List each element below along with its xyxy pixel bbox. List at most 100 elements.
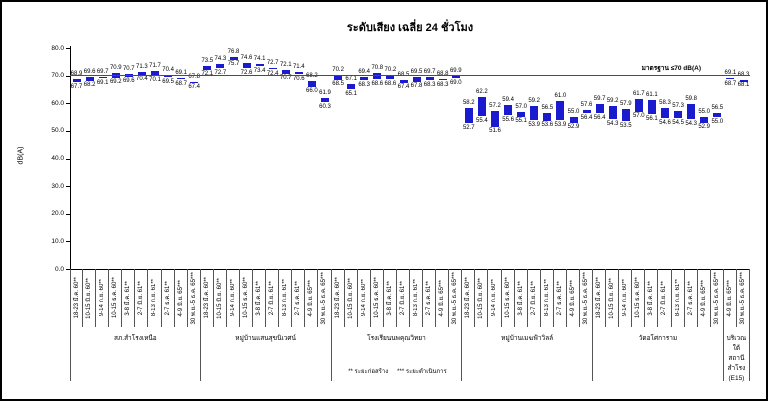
y-tick-label: 20.0 xyxy=(51,210,64,218)
date-tick-cell: 9-14 ก.ย. 60** xyxy=(96,269,110,327)
date-tick-cell: 4-9 มิ.ย. 65*** xyxy=(698,269,711,327)
date-tick-cell: 2-7 ธ.ค. 61** xyxy=(162,269,175,327)
date-tick-cell: 2-7 ธ.ค. 61** xyxy=(292,269,306,327)
date-tick-label: 18-23 มี.ค. 60** xyxy=(73,277,80,319)
date-tick-label: 9-14 ก.ย. 60** xyxy=(491,279,498,317)
date-tick-cell: 30 พ.ย.-5 ธ.ค. 65*** xyxy=(449,269,463,327)
max-value-label: 69.7 xyxy=(96,68,109,75)
min-value-label: 53.9 xyxy=(528,121,541,128)
max-value-label: 56.5 xyxy=(541,104,554,111)
min-value-label: 65.1 xyxy=(345,90,358,97)
date-tick-cell: 3-8 มี.ค. 61** xyxy=(253,269,267,327)
date-tick-label: 30 พ.ย.-5 ธ.ค. 65*** xyxy=(452,271,459,325)
max-value-label: 68.9 xyxy=(70,70,83,77)
max-value-label: 69.5 xyxy=(410,69,423,75)
standard-line xyxy=(70,74,750,77)
range-bar xyxy=(386,75,395,80)
range-bar xyxy=(281,69,290,74)
max-value-label: 57.2 xyxy=(489,103,501,109)
range-bar xyxy=(151,70,159,76)
date-tick-label: 8-13 ก.ย. 61** xyxy=(543,279,550,317)
range-bar xyxy=(190,81,199,83)
min-value-label: 68.3 xyxy=(423,81,436,88)
y-tick-label: 70.0 xyxy=(51,72,64,80)
date-tick-cell: 9-14 ก.ย. 60** xyxy=(619,269,633,327)
date-tick-label: 30 พ.ย.-5 ธ.ค. 65*** xyxy=(321,271,328,325)
min-value-label: 68.6 xyxy=(371,81,384,87)
y-tick-label: 30.0 xyxy=(51,182,64,190)
footnote: ** ระยะก่อสร้าง *** ระยะดำเนินการ xyxy=(332,366,463,376)
min-value-label: 54.3 xyxy=(685,120,698,127)
date-tick-label: 3-8 มี.ค. 61** xyxy=(125,280,132,316)
date-tick-label: 2-7 ธ.ค. 61** xyxy=(556,280,563,316)
y-tick-mark xyxy=(66,158,70,160)
min-value-label: 54.3 xyxy=(606,120,619,127)
min-value-label: 53.9 xyxy=(554,121,567,128)
max-value-label: 72.1 xyxy=(279,61,292,68)
group-label-line: บริเวณใต้ xyxy=(726,335,747,352)
min-value-label: 60.3 xyxy=(319,103,331,110)
range-bar xyxy=(582,109,591,114)
date-tick-cell: 9-14 ก.ย. 60** xyxy=(488,269,502,327)
range-bar xyxy=(438,78,447,81)
max-value-label: 69.7 xyxy=(423,68,436,75)
group-label-cell: สภ.สำโรงเหนือ xyxy=(70,327,201,381)
y-tick-mark xyxy=(66,213,70,215)
range-bar xyxy=(229,56,238,60)
date-tick-label: 2-7 มิ.ย. 61** xyxy=(269,280,276,316)
date-tick-label: 4-9 มิ.ย. 65*** xyxy=(439,279,446,317)
max-value-label: 71.7 xyxy=(149,62,161,69)
range-bar xyxy=(647,100,656,114)
range-bar xyxy=(85,76,94,81)
min-value-label: 70.6 xyxy=(292,75,305,82)
min-value-label: 69.0 xyxy=(449,79,462,86)
date-tick-label: 4-9 มิ.ย. 65*** xyxy=(177,279,184,317)
min-value-label: 55.1 xyxy=(515,118,528,125)
date-tick-label: 18-23 มี.ค. 60** xyxy=(596,277,603,319)
date-tick-cell: 30 พ.ย.-5 ธ.ค. 65*** xyxy=(737,269,750,327)
min-value-label: 69.1 xyxy=(96,79,109,86)
min-value-label: 68.7 xyxy=(175,80,188,87)
min-value-label: 69.2 xyxy=(109,79,122,86)
range-bar xyxy=(739,80,748,82)
date-tick-cell: 3-8 มี.ค. 61** xyxy=(515,269,528,327)
max-value-label: 61.1 xyxy=(646,92,658,99)
date-tick-cell: 8-13 ก.ย. 61** xyxy=(148,269,162,327)
date-tick-label: 3-8 มี.ค. 61** xyxy=(648,280,655,316)
range-bar xyxy=(556,100,565,121)
max-value-label: 73.5 xyxy=(201,58,214,64)
y-axis-line xyxy=(70,46,71,269)
range-bar xyxy=(477,97,486,116)
max-value-label: 72.7 xyxy=(266,60,279,67)
max-value-label: 69.1 xyxy=(175,70,188,77)
min-value-label: 67.7 xyxy=(70,83,83,90)
date-tick-cell: 18-23 มี.ค. 60** xyxy=(70,269,84,327)
footnote-construction: ** ระยะก่อสร้าง xyxy=(348,369,389,375)
min-value-label: 68.3 xyxy=(436,81,449,88)
min-value-label: 68.7 xyxy=(724,80,737,87)
date-tick-label: 10-15 ธ.ค. 60** xyxy=(112,277,119,319)
range-bar xyxy=(412,77,421,82)
max-value-label: 69.9 xyxy=(449,67,462,74)
range-bar xyxy=(634,98,643,112)
y-tick-mark xyxy=(66,48,70,49)
date-tick-cell: 30 พ.ย.-5 ธ.ค. 65*** xyxy=(318,269,332,327)
x-axis-line xyxy=(70,269,750,270)
range-bar xyxy=(661,107,669,119)
date-tick-label: 10-15 มิ.ย. 60** xyxy=(347,277,354,319)
y-tick-label: 60.0 xyxy=(51,99,64,107)
range-bar xyxy=(608,105,617,119)
date-tick-label: 2-7 มิ.ย. 61** xyxy=(530,280,537,316)
range-bar xyxy=(674,110,683,119)
range-bar xyxy=(216,63,225,69)
min-value-label: 53.6 xyxy=(541,122,554,129)
date-tick-cell: 2-7 ธ.ค. 61** xyxy=(685,269,698,327)
date-tick-label: 3-8 มี.ค. 61** xyxy=(517,280,524,316)
max-value-label: 70.2 xyxy=(384,67,397,74)
date-tick-cell: 3-8 มี.ค. 61** xyxy=(122,269,136,327)
min-value-label: 55.0 xyxy=(711,118,724,125)
range-bar xyxy=(700,117,709,123)
min-value-label: 68.2 xyxy=(83,82,96,89)
min-value-label: 52.7 xyxy=(462,124,475,131)
